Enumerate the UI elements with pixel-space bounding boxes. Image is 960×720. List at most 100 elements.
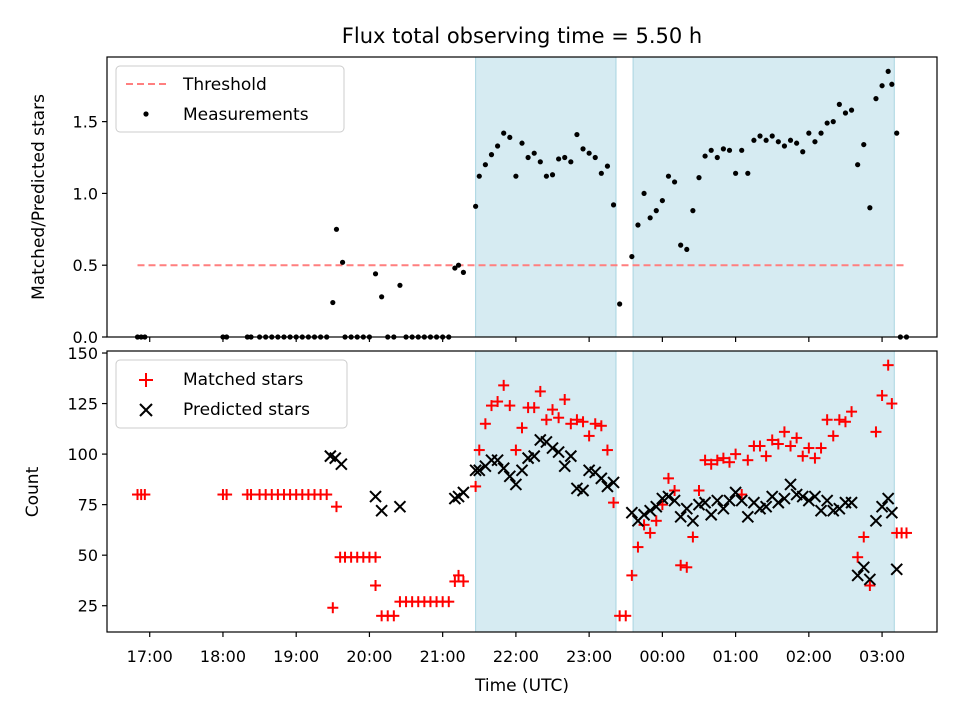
measurement-point: [873, 96, 879, 102]
top-y-axis-label: Matched/Predicted stars: [29, 94, 49, 300]
measurement-point: [745, 170, 751, 176]
measurement-point: [818, 130, 824, 136]
measurement-point: [586, 150, 592, 156]
matched-star-point: [479, 418, 491, 430]
measurement-point: [739, 147, 745, 153]
matched-star-point: [705, 458, 717, 470]
measurement-point: [513, 173, 519, 179]
measurement-point: [794, 140, 800, 146]
predicted-star-point-b: [582, 464, 596, 477]
measurement-point: [702, 153, 708, 159]
predicted-star-point-b: [650, 500, 663, 513]
predicted-star-point: [869, 514, 883, 528]
measurement-point: [549, 172, 556, 178]
measurement-point: [757, 133, 763, 139]
matched-star-point: [827, 430, 839, 442]
predicted-star-point: [552, 445, 565, 459]
predicted-star-point: [863, 573, 877, 586]
predicted-star-point: [680, 502, 693, 515]
measurement-point: [507, 134, 513, 141]
predicted-star-point-b: [747, 496, 761, 509]
matched-star-point: [809, 452, 821, 464]
measurement-point: [775, 139, 781, 145]
matched-star-point: [330, 501, 342, 513]
predicted-star-point: [885, 506, 899, 519]
measurements-legend-swatch: [143, 111, 149, 117]
measurement-point: [678, 242, 684, 248]
predicted-star-point: [778, 492, 791, 505]
bottom-legend-box: [115, 359, 348, 429]
predicted-star-point-b: [735, 494, 748, 507]
matched-star-point: [876, 389, 888, 401]
predicted-star-point: [698, 496, 712, 509]
matched-star-point: [797, 450, 809, 462]
predicted-star-point: [595, 472, 608, 485]
matched-star-point: [644, 527, 656, 539]
x-tick-label: 01:00: [713, 647, 759, 666]
measurement-point: [525, 154, 531, 161]
observing-window-1: [475, 56, 617, 338]
matched-star-point: [785, 440, 797, 452]
x-tick-label: 03:00: [859, 647, 905, 666]
predicted-star-point: [735, 494, 748, 507]
matched-star-point: [821, 414, 833, 426]
matched-star-point: [632, 541, 644, 553]
measurement-point: [501, 130, 507, 136]
predicted-star-point-b: [369, 490, 382, 503]
matched-stars-legend-label: Matched stars: [183, 370, 303, 390]
y-tick-label: 1.0: [73, 184, 98, 203]
y-tick-label: 25: [78, 597, 98, 616]
predicted-star-point-b: [857, 561, 870, 574]
predicted-star-point: [890, 563, 903, 576]
matched-star-point: [388, 610, 400, 622]
predicted-star-point: [643, 504, 657, 517]
predicted-star-point-b: [527, 449, 541, 463]
measurement-point: [482, 162, 488, 168]
predicted-star-point-b: [759, 500, 773, 513]
predicted-star-point: [717, 502, 730, 515]
predicted-star-point-b: [680, 502, 693, 515]
predicted-star-point-b: [723, 494, 736, 507]
matched-star-point: [864, 580, 876, 592]
measurement-point: [598, 170, 604, 176]
predicted-star-point-b: [845, 496, 858, 509]
measurement-point: [842, 110, 849, 116]
predicted-star-point-b: [564, 449, 578, 463]
predicted-star-point-b: [796, 490, 809, 503]
measurement-point: [787, 137, 794, 143]
x-tick-label: 18:00: [200, 647, 246, 666]
matched-star-point: [498, 379, 510, 391]
predicted-star-point-b: [552, 445, 565, 459]
measurement-point: [604, 163, 611, 169]
predicted-star-point: [558, 460, 571, 473]
measurement-point: [592, 154, 598, 161]
predicted-star-point: [814, 504, 828, 517]
predicted-star-point-b: [643, 504, 657, 517]
measurement-point: [800, 149, 806, 155]
predicted-star-point: [723, 494, 736, 507]
measurement-point: [769, 133, 775, 139]
matched-star-point: [559, 394, 571, 406]
matched-star-point: [443, 596, 455, 608]
matched-star-point: [870, 426, 882, 438]
measurement-point: [894, 130, 900, 136]
predicted-star-point: [448, 492, 462, 505]
bottom-panel: 25 50 75 100 125 150 17:00 18:00 19:00 20:00 21:0…: [23, 344, 938, 696]
measurement-point: [568, 159, 574, 165]
matched-star-point: [528, 402, 540, 414]
predicted-star-point: [704, 508, 718, 521]
predicted-star-point-b: [329, 451, 342, 465]
predicted-star-point-b: [881, 492, 895, 505]
predicted-star-point: [729, 486, 742, 499]
matched-star-point: [766, 434, 778, 446]
measurement-point: [379, 294, 385, 300]
matched-star-point: [139, 489, 151, 501]
measurement-point: [580, 146, 586, 152]
predicted-star-point-b: [393, 500, 407, 513]
predicted-stars-legend-label: Predicted stars: [183, 400, 310, 420]
measurement-point: [452, 265, 458, 271]
predicted-star-point: [503, 470, 517, 483]
predicted-star-point: [625, 506, 639, 519]
matched-star-point: [858, 531, 870, 543]
measurements-series: [134, 68, 910, 340]
